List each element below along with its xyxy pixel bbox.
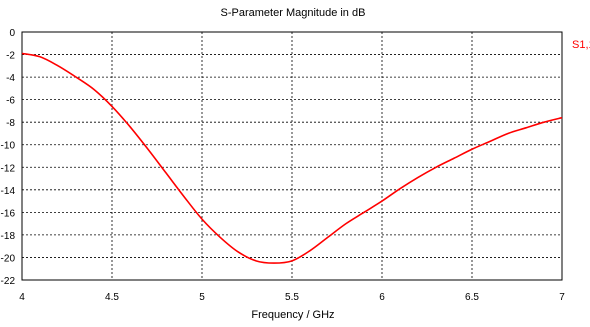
chart-title: S-Parameter Magnitude in dB (221, 7, 366, 19)
series-line-s11 (21, 52, 563, 264)
y-tick-label: -2 (6, 51, 15, 62)
x-tick-label: 5.5 (285, 292, 299, 303)
y-tick-label: -20 (1, 253, 16, 264)
y-tick-label: -10 (1, 141, 16, 152)
x-tick-label: 4 (19, 292, 25, 303)
y-tick-label: -8 (6, 118, 15, 129)
series-layer (21, 52, 563, 264)
legend-s11: S1,1 (572, 39, 590, 51)
x-axis-ticks: 4 4.5 5 5.5 6 6.5 7 (19, 292, 565, 303)
y-tick-label: -16 (1, 208, 16, 219)
x-tick-label: 6.5 (465, 292, 479, 303)
x-axis-label: Frequency / GHz (251, 309, 334, 321)
y-tick-label: -14 (1, 186, 16, 197)
x-tick-label: 5 (199, 292, 205, 303)
x-tick-label: 7 (559, 292, 565, 303)
y-tick-label: -6 (6, 96, 15, 107)
y-tick-label: 0 (9, 28, 15, 39)
y-axis-ticks: 0 -2 -4 -6 -8 -10 -12 -14 -16 -18 -20 -22 (1, 28, 16, 287)
grid (22, 32, 562, 280)
y-tick-label: -4 (6, 73, 15, 84)
plot-area (21, 31, 563, 281)
x-tick-label: 6 (379, 292, 385, 303)
x-tick-label: 4.5 (105, 292, 119, 303)
y-tick-label: -22 (1, 276, 16, 287)
y-tick-label: -18 (1, 231, 16, 242)
y-tick-label: -12 (1, 163, 16, 174)
